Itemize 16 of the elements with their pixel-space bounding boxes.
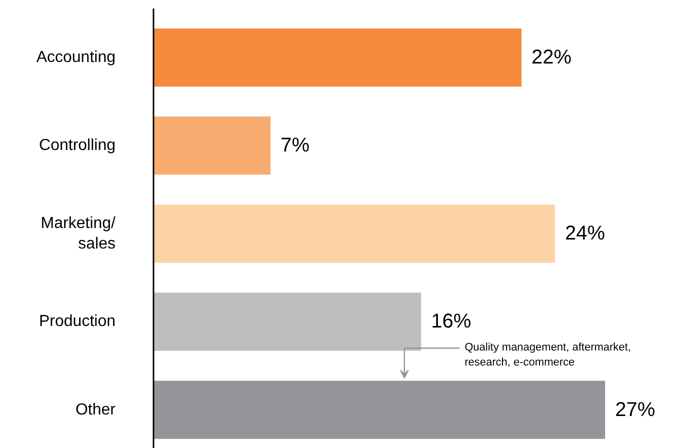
data-label: 7% — [280, 134, 310, 157]
bar — [154, 292, 422, 351]
data-label: 24% — [564, 222, 606, 245]
y-tick-label: Other — [75, 401, 116, 418]
bar — [154, 116, 271, 175]
bar — [154, 380, 606, 439]
bar — [154, 28, 522, 87]
y-tick-label: Accounting — [36, 49, 116, 66]
data-label: 27% — [615, 398, 656, 421]
annotation: Quality management, aftermarket, research, e-commerce — [464, 342, 631, 369]
data-label: 22% — [532, 46, 572, 69]
y-tick-label: Marketing/ sales — [40, 214, 116, 252]
bar — [154, 204, 555, 263]
data-label: 16% — [431, 310, 472, 333]
y-tick-label: Production — [39, 313, 116, 330]
y-tick-label: Controlling — [39, 137, 116, 154]
